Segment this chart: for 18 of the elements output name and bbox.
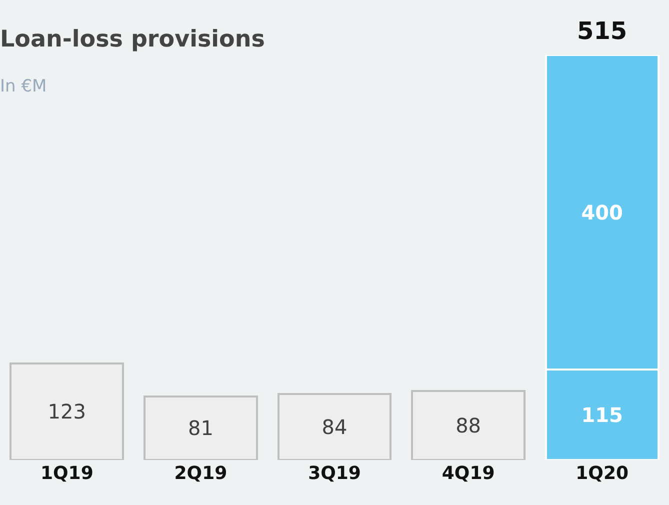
x-tick-label: 3Q19 (308, 463, 361, 484)
bar (144, 395, 258, 460)
bar (277, 392, 392, 460)
bar (10, 362, 124, 460)
x-tick-label: 1Q20 (576, 463, 629, 484)
data-label: 123 (48, 400, 86, 424)
text: In €M (0, 76, 47, 96)
data-label: 88 (456, 413, 482, 438)
x-tick-label: 2Q19 (174, 463, 228, 484)
data-label: 115 (581, 402, 623, 427)
bar (411, 390, 526, 460)
data-label: 400 (581, 200, 623, 224)
total-label: 515 (577, 17, 628, 45)
x-tick-label: 1Q19 (40, 463, 94, 484)
x-tick-label: 4Q19 (442, 463, 495, 484)
data-label: 81 (188, 416, 214, 440)
data-label: 84 (322, 414, 348, 439)
chart-title: Loan-loss provisions (0, 26, 265, 52)
